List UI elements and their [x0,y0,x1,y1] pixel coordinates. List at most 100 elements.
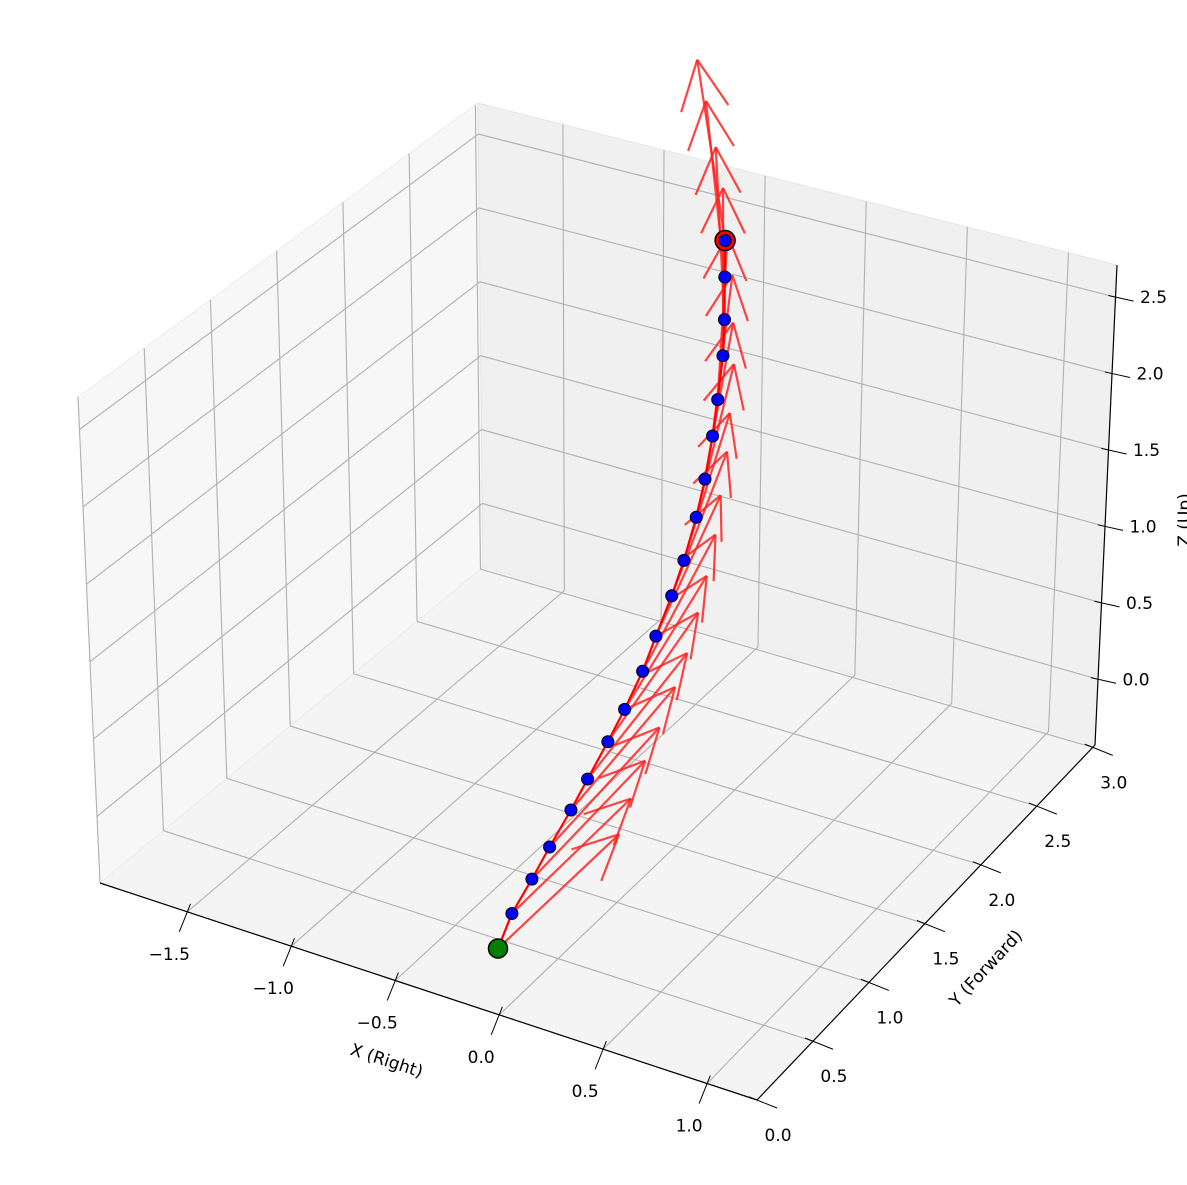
arrow-head [712,534,717,582]
z-tick [1104,371,1131,379]
y-tick [748,1096,778,1109]
arrow-head [725,451,733,498]
arrow-shaft [654,494,722,637]
y-tick-label: 2.5 [1044,832,1071,852]
y-tick [860,978,890,991]
arrow-head [687,100,707,152]
axis-panes [77,102,1118,1101]
z-axis-line [1094,264,1118,746]
arrow-head [675,652,689,701]
x-axis-label: X (Right) [348,1040,426,1082]
arrow-shaft [586,652,689,780]
waypoint-marker [525,872,539,886]
z-tick-label: 0.5 [1126,594,1153,614]
gridline-z-side [86,281,481,585]
y-tick [804,1037,834,1050]
gridline-y-side [474,104,482,570]
arrow-head [661,686,677,735]
orientation-arrow [680,59,730,241]
gridlines [77,104,1116,1101]
x-axis-line [99,882,758,1101]
y-tick [1084,743,1113,756]
waypoint-marker [665,589,679,603]
x-tick [698,1075,711,1104]
gridline-y-floor [290,725,926,925]
arrow-head [612,798,632,846]
arrow-head [714,146,742,194]
x-tick-label: 1.0 [676,1117,703,1137]
gridline-y-floor [416,620,1037,807]
axis-lines [99,264,1134,1109]
z-tick [1101,447,1127,455]
arrow-shaft [548,726,661,848]
arrow-shaft [606,611,700,743]
arrow-shaft [696,59,727,241]
trajectory-series [487,59,749,959]
x-tick [178,903,191,933]
x-tick-label: 0.5 [572,1082,599,1102]
waypoint-marker [718,234,732,248]
arrow-head [700,187,725,234]
z-tick-label: 1.5 [1133,441,1160,461]
gridline-x-back [1047,252,1070,732]
orientation-arrow [548,726,661,848]
y-tick [972,861,1002,874]
gridline-x-back [757,175,766,647]
z-axis-label: Z (Up) [1175,493,1187,547]
gridline-x-back [854,201,867,676]
gridline-y-floor [480,568,1093,748]
x-tick-label: 0.0 [468,1048,495,1068]
orientation-arrow [511,797,632,915]
y-tick-label: 0.5 [820,1067,847,1087]
arrow-head [700,575,708,623]
x-tick [282,937,295,967]
gridline-y-side [143,348,164,831]
z-tick [1108,295,1134,302]
arrow-head [643,652,688,676]
gridline-y-floor [163,830,814,1042]
waypoint-marker [711,393,725,407]
arrow-head [704,321,734,362]
waypoint-marker [564,803,578,817]
waypoint-marker [649,629,663,643]
arrow-head [644,727,661,775]
gridline-y-side [77,396,101,884]
x-tick-label: −1.0 [253,979,294,999]
gridline-z-side [79,133,479,430]
x-tick-label: −0.5 [357,1014,398,1034]
gridline-z-back [480,355,1106,527]
y-tick-label: 3.0 [1100,773,1127,793]
waypoint-marker [677,553,691,567]
arrow-shaft [511,797,632,915]
z-tick-label: 1.0 [1129,517,1156,537]
arrow-head [613,726,660,747]
waypoint-marker [543,840,557,854]
arrow-shaft [623,575,708,710]
gridline-z-side [93,429,482,740]
waypoint-marker [636,664,650,678]
gridline-x-back [660,150,665,619]
y-tick [1028,802,1057,815]
y-tick-label: 0.0 [764,1126,791,1146]
waypoint-marker [689,510,703,524]
z-tick-label: 2.5 [1140,288,1167,308]
x-tick-label: −1.5 [149,945,190,965]
waypoint-marker [706,429,720,443]
gridline-z-back [479,281,1109,451]
waypoint-marker [505,907,519,921]
gridline-z-back [478,133,1116,298]
y-tick [916,920,946,933]
tick-labels: −1.5 −1.0 −0.5 0.0 0.5 1.0 0.0 0.5 1.0 1.5 2.0 2.5 3… [149,288,1167,1146]
waypoint-marker [718,270,732,284]
x-tick [594,1040,607,1070]
gridline-z-back [481,429,1102,604]
z-tick [1090,677,1117,684]
gridline-y-floor [226,777,870,983]
gridline-y-side [342,202,355,674]
arrow-head [689,612,700,660]
arrow-shaft [531,759,646,880]
gridline-y-side [276,250,291,727]
arrow-head [722,187,746,234]
waypoint-marker [698,472,712,486]
